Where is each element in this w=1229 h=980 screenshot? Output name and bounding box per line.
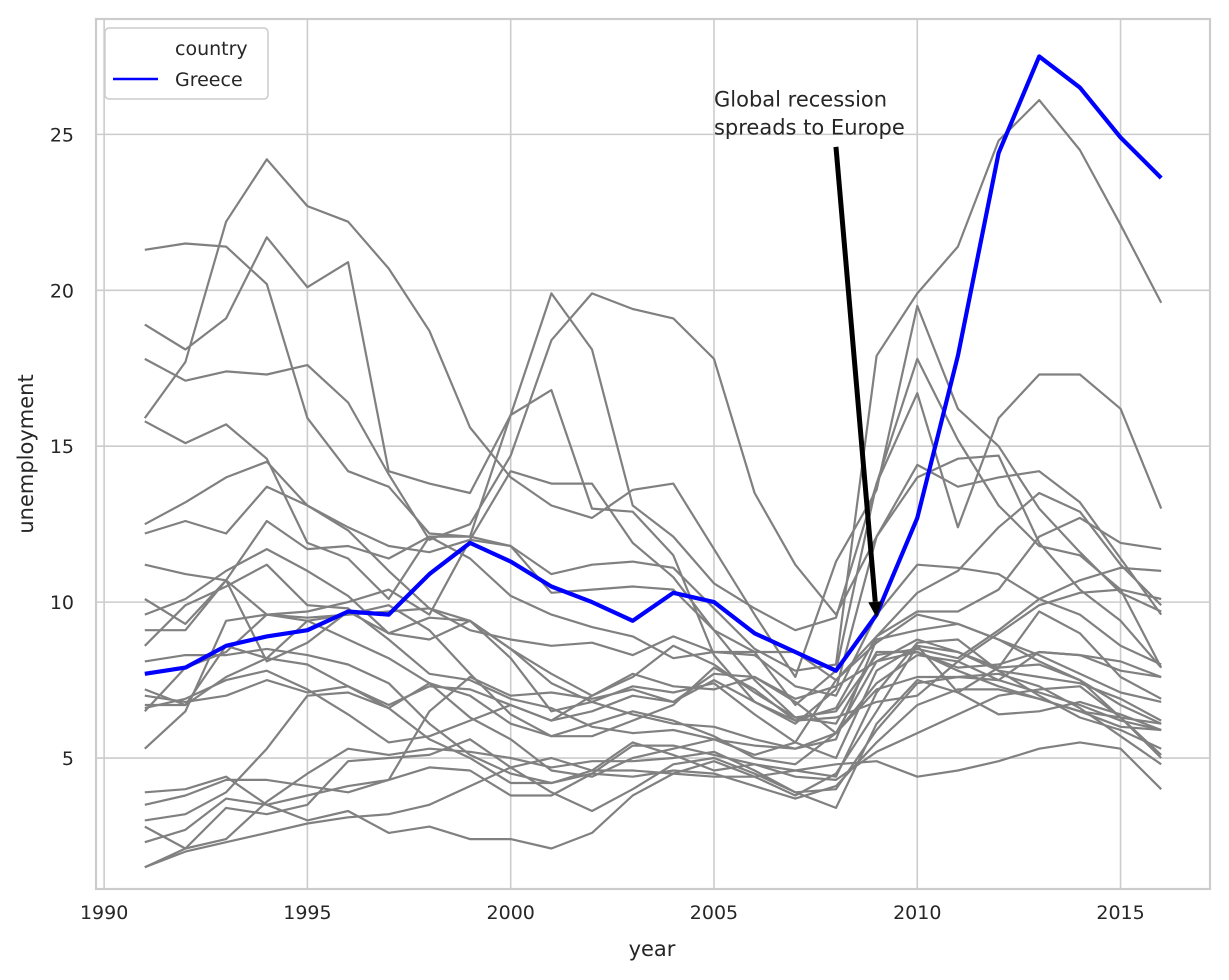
background-series-group: [143, 98, 1163, 869]
background-series-line-20: [144, 685, 1162, 822]
background-series-line-15: [144, 647, 1162, 800]
y-tick-label: 20: [50, 280, 74, 302]
x-tick-label: 2010: [893, 902, 941, 924]
background-series-line-24: [144, 650, 1162, 850]
y-axis-ticks: 5 10 15 20 25: [50, 124, 74, 770]
x-tick-label: 1990: [80, 902, 128, 924]
legend: country Greece: [104, 27, 269, 100]
annotation-arrow-shaft: [833, 146, 878, 602]
background-series-line-23: [144, 678, 1162, 869]
background-series-line-1: [144, 98, 1163, 672]
background-series-line-4: [144, 292, 1163, 616]
y-axis-label: unemployment: [14, 374, 38, 533]
plot-frame: [94, 17, 1212, 891]
background-series-line-16: [144, 613, 1162, 778]
highlight-series-group: [144, 54, 1163, 676]
legend-label-greece: Greece: [175, 69, 243, 91]
x-tick-label: 1995: [283, 902, 331, 924]
y-tick-label: 25: [50, 124, 74, 146]
background-series-line-5: [144, 389, 1163, 725]
background-series-line-14: [144, 650, 1162, 766]
background-series-line-19: [144, 672, 1162, 806]
background-series-line-25: [144, 741, 1162, 869]
x-tick-label: 2015: [1096, 902, 1144, 924]
background-series-line-22: [144, 638, 1162, 844]
plot-area: [96, 19, 1210, 889]
y-tick-label: 10: [50, 592, 74, 614]
y-tick-label: 5: [62, 748, 74, 770]
x-tick-label: 2005: [690, 902, 738, 924]
background-series-line-11: [144, 547, 1162, 760]
annotation: Global recession spreads to Europe: [714, 87, 905, 618]
annotation-text-line-2: spreads to Europe: [714, 115, 905, 139]
background-series-line-2: [143, 158, 1162, 679]
background-series-line-26: [144, 607, 1162, 750]
legend-box: [104, 27, 269, 100]
background-series-line-8: [144, 538, 1162, 719]
background-series-line-3: [144, 236, 1163, 669]
background-series-line-7: [144, 485, 1162, 697]
greece-series-line: [144, 54, 1163, 676]
annotation-text-line-1: Global recession: [714, 87, 887, 111]
legend-title: country: [175, 38, 248, 60]
background-series-line-13: [144, 638, 1162, 722]
x-axis-label: year: [629, 937, 676, 961]
x-axis-ticks: 1990 1995 2000 2005 2010 2015: [80, 902, 1145, 924]
background-series-line-18: [144, 491, 1162, 744]
background-series-line-9: [144, 516, 1162, 682]
y-tick-label: 15: [50, 436, 74, 458]
x-tick-label: 2000: [487, 902, 535, 924]
annotation-arrow-head: [868, 601, 883, 618]
